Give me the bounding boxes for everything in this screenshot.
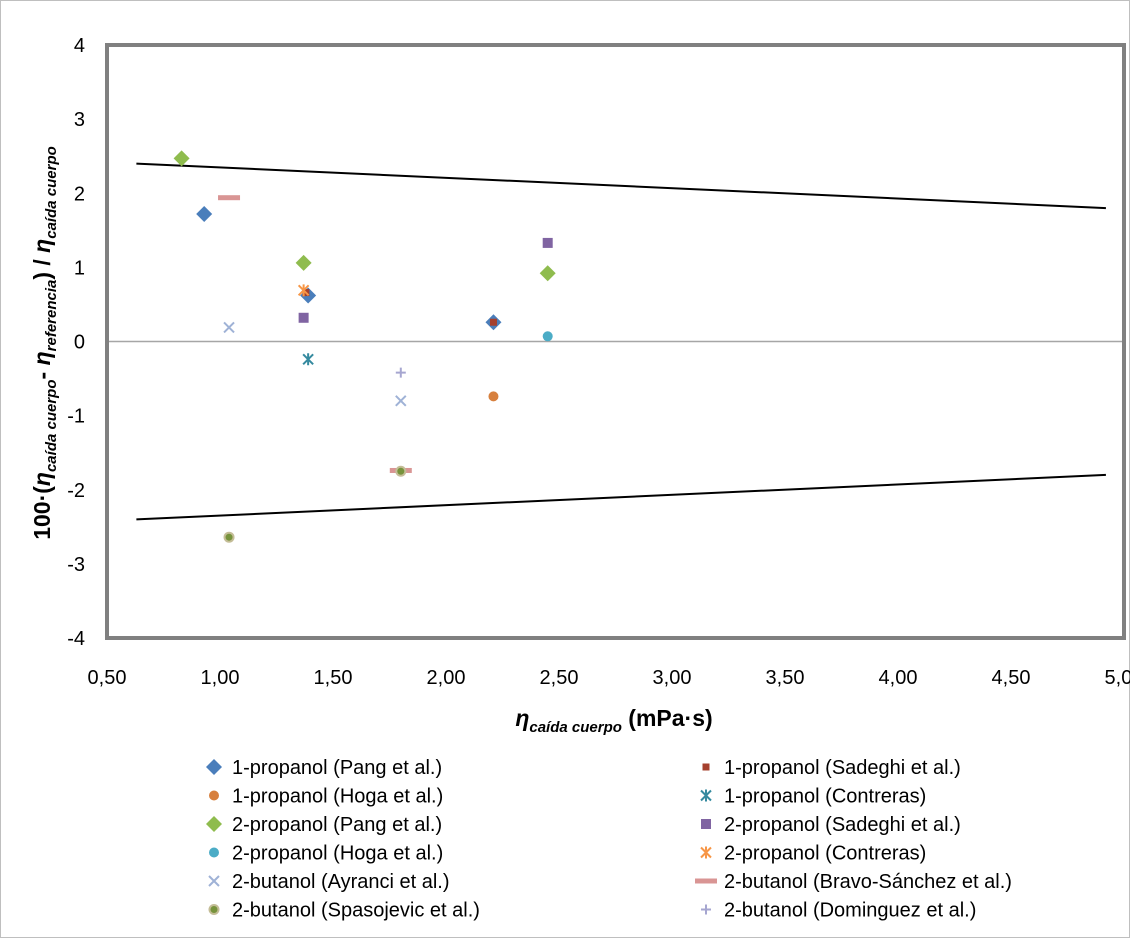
point-2-propanol-sadeghi-et-al [298,312,309,323]
y-tick-label: 0 [74,332,85,354]
data-points [173,150,556,543]
y-axis-title-sub-3: caída cuerpo [43,146,60,239]
legend-label: 2-butanol (Bravo-Sánchez et al.) [724,871,1012,893]
point-2-butanol-ayranci-et-al [223,321,235,334]
legend-marker-1-propanol-pang-et-al [206,759,222,775]
y-axis-title-eta-1: η [29,472,55,486]
point-2-butanol-ayranci-et-al [395,395,407,407]
legend-item-2-propanol-hoga-et-al: 2-propanol (Hoga et al.) [209,843,443,865]
point-2-butanol-spasojevic-et-al [395,465,407,477]
y-tick-label: -4 [67,628,85,650]
x-tick-label: 5,00 [1105,667,1130,689]
x-tick-label: 2,00 [427,667,466,689]
point-2-butanol-dominguez-et-al [395,367,406,378]
legend-item-1-propanol-hoga-et-al: 1-propanol (Hoga et al.) [209,786,443,808]
x-axis-title-unit: (mPa·s) [622,705,713,731]
y-tick-label: 2 [74,183,85,205]
legend-label: 1-propanol (Pang et al.) [232,757,442,779]
legend-label: 2-butanol (Dominguez et al.) [724,900,976,922]
y-tick-label: -3 [67,554,85,576]
legend-item-1-propanol-sadeghi-et-al: 1-propanol (Sadeghi et al.) [702,757,961,779]
legend-marker-1-propanol-sadeghi-et-al [702,763,710,771]
reference-line-2 [136,473,1106,521]
legend-item-2-butanol-bravo-sanchez-et-al: 2-butanol (Bravo-Sánchez et al.) [695,871,1012,893]
y-axis-title-sub-2: referencia [43,280,60,352]
legend-label: 1-propanol (Contreras) [724,786,926,808]
legend-label: 2-propanol (Pang et al.) [232,814,442,836]
legend-marker-2-butanol-dominguez-et-al [701,904,711,915]
point-2-propanol-pang-et-al [173,150,190,167]
y-tick-label: -2 [67,480,85,502]
point-2-propanol-hoga-et-al [542,331,553,342]
legend-label: 2-butanol (Spasojevic et al.) [232,900,480,922]
x-tick-label: 3,50 [766,667,805,689]
point-1-propanol-pang-et-al [196,206,213,223]
legend-label: 2-propanol (Contreras) [724,843,926,865]
y-axis-title-prefix: 100·( [29,486,55,540]
legend-marker-2-butanol-ayranci-et-al [208,875,220,887]
legend-label: 2-propanol (Sadeghi et al.) [724,814,961,836]
y-tick-label: 3 [74,109,85,131]
point-2-propanol-pang-et-al [295,254,312,271]
legend-item-2-butanol-spasojevic-et-al: 2-butanol (Spasojevic et al.) [208,900,480,922]
y-axis-ticks: -4 -3 -2 -1 0 1 2 3 4 [67,35,85,650]
x-axis-ticks: 0,50 1,00 1,50 2,00 2,50 3,00 3,50 4,00 4,50 5,00 [88,667,1130,689]
legend-item-2-butanol-dominguez-et-al: 2-butanol (Dominguez et al.) [701,900,976,922]
point-1-propanol-sadeghi-et-al [489,318,497,326]
plot-area-border [105,43,1126,640]
point-2-propanol-contreras [297,284,310,297]
y-tick-label: -1 [67,406,85,428]
legend-label: 2-butanol (Ayranci et al.) [232,871,450,893]
y-axis-title-mid: ) / [29,253,55,280]
legend-label: 2-propanol (Hoga et al.) [232,843,443,865]
y-axis-title-minus: - [29,365,55,379]
y-tick-label: 1 [74,257,85,279]
legend-marker-1-propanol-contreras [700,789,712,802]
x-axis-title: ηcaída cuerpo (mPa·s) [515,705,712,736]
point-2-propanol-pang-et-al [539,265,556,282]
reference-lines [107,162,1124,521]
point-2-butanol-bravo-sanchez-et-al [218,195,241,201]
x-tick-label: 3,00 [653,667,692,689]
x-axis-title-sub: caída cuerpo [529,719,622,736]
y-axis-title-sub-1: caída cuerpo [43,379,60,472]
legend-marker-2-butanol-bravo-sanchez-et-al [695,878,717,884]
legend-marker-1-propanol-hoga-et-al [209,790,219,801]
y-axis-title-eta-2: η [29,351,55,365]
legend-label: 1-propanol (Sadeghi et al.) [724,757,961,779]
legend-marker-2-propanol-hoga-et-al [209,847,219,858]
legend-item-2-propanol-pang-et-al: 2-propanol (Pang et al.) [206,814,442,836]
x-tick-label: 1,50 [314,667,353,689]
legend-item-2-propanol-sadeghi-et-al: 2-propanol (Sadeghi et al.) [701,814,961,836]
legend-item-2-propanol-contreras: 2-propanol (Contreras) [700,843,926,865]
legend-marker-2-propanol-sadeghi-et-al [701,819,711,829]
legend-marker-2-butanol-spasojevic-et-al [208,904,220,915]
y-axis-title: 100·(ηcaída cuerpo- ηreferencia) / ηcaíd… [29,146,60,540]
y-tick-label: 4 [74,35,85,57]
legend-item-1-propanol-contreras: 1-propanol (Contreras) [700,786,926,808]
legend-marker-2-propanol-contreras [700,846,712,859]
x-tick-label: 4,50 [992,667,1031,689]
reference-line-1 [136,162,1106,210]
x-tick-label: 4,00 [879,667,918,689]
x-tick-label: 0,50 [88,667,127,689]
legend-label: 1-propanol (Hoga et al.) [232,786,443,808]
point-1-propanol-contreras [302,353,314,366]
x-axis-title-eta: η [515,705,529,731]
legend-item-2-butanol-ayranci-et-al: 2-butanol (Ayranci et al.) [208,871,450,893]
legend: 1-propanol (Pang et al.) 1-propanol (Sade… [206,757,1012,922]
y-axis-title-eta-3: η [29,239,55,253]
legend-item-1-propanol-pang-et-al: 1-propanol (Pang et al.) [206,757,442,779]
x-tick-label: 1,00 [201,667,240,689]
point-2-propanol-sadeghi-et-al [542,237,553,248]
point-2-butanol-spasojevic-et-al [223,531,235,543]
point-1-propanol-hoga-et-al [488,391,499,402]
x-tick-label: 2,50 [540,667,579,689]
legend-marker-2-propanol-pang-et-al [206,816,222,832]
